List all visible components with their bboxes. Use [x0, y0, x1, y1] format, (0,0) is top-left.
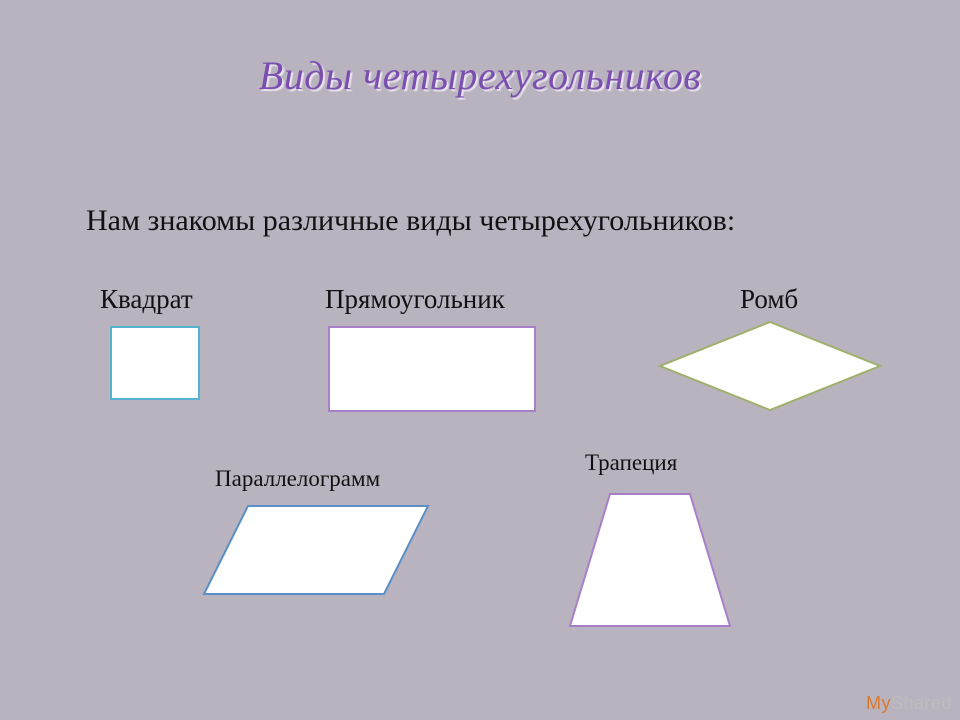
shape-parallelogram: [200, 502, 432, 598]
page-title: Виды четырехугольников: [0, 52, 960, 99]
label-parallelogram: Параллелограмм: [215, 466, 380, 492]
label-trapezoid: Трапеция: [585, 450, 677, 476]
label-square: Квадрат: [100, 284, 193, 315]
slide: Виды четырехугольников Нам знакомы разли…: [0, 0, 960, 720]
watermark-suffix: Shared: [891, 693, 952, 713]
shape-trapezoid: [566, 490, 734, 630]
shape-rhombus: [656, 318, 884, 414]
watermark: MyShared: [866, 693, 952, 714]
shape-square: [110, 326, 200, 400]
subtitle-text: Нам знакомы различные виды четырехугольн…: [86, 204, 735, 238]
shape-rectangle: [328, 326, 536, 412]
label-rectangle: Прямоугольник: [325, 284, 505, 315]
watermark-prefix: My: [866, 693, 891, 713]
label-rhombus: Ромб: [740, 284, 798, 315]
